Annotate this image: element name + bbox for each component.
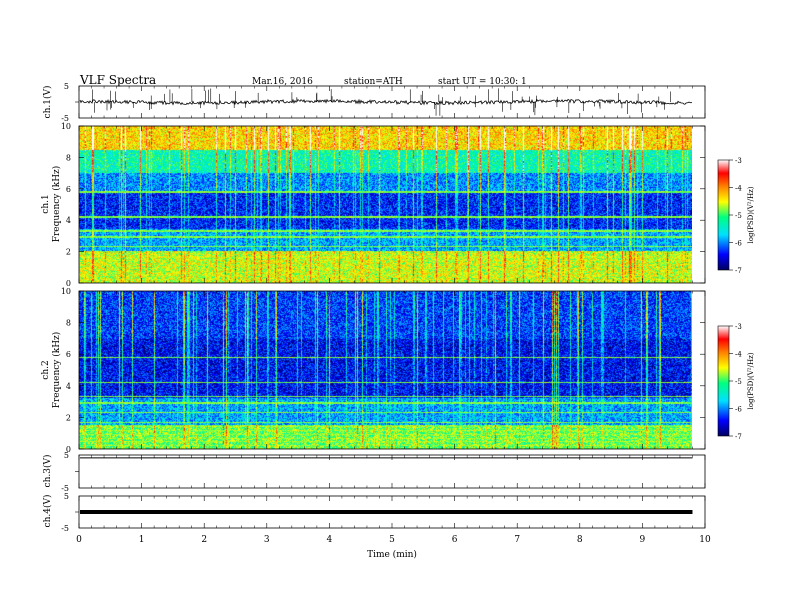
colorbar-tick-label: -5 xyxy=(735,378,742,386)
colorbar-tick-label: -7 xyxy=(735,267,742,275)
colorbar-ch1: log(PSD)(V²/Hz) -3 -4 -5 -6 -7 xyxy=(717,157,755,275)
colorbar-ch2-gradient xyxy=(717,325,730,437)
ch2-channel-label: ch.2 xyxy=(41,360,51,379)
colorbar-tick-label: -4 xyxy=(735,351,742,359)
ch2-frequency-axis-label: Frequency (kHz) xyxy=(51,332,62,409)
colorbar-ch1-gradient xyxy=(717,159,730,271)
station-label: station=ATH xyxy=(344,77,403,87)
ch4v-y-tick-label: -5 xyxy=(61,524,69,533)
x-tick-label: 6 xyxy=(452,535,458,545)
ch1-y-tick-label: 0 xyxy=(66,279,71,288)
colorbar-tick-label: -6 xyxy=(735,240,742,248)
ch1-y-tick-label: 4 xyxy=(66,216,71,225)
date-label: Mar.16, 2016 xyxy=(252,77,313,87)
ch1v-trace xyxy=(79,98,693,106)
ch3v-y-tick-label: 5 xyxy=(64,451,69,460)
x-tick-label: 9 xyxy=(640,535,646,545)
ch1-y-tick-label: 6 xyxy=(66,185,71,194)
start-time-label: start UT = 10:30: 1 xyxy=(438,77,527,87)
ch3v-y-tick-label: -5 xyxy=(61,484,69,493)
colorbar-tick-label: -3 xyxy=(735,157,742,165)
ch4-voltage-axis-label: ch.4(V) xyxy=(42,495,53,528)
ch1-y-tick-label: 10 xyxy=(61,122,71,131)
ch2-y-tick-label: 10 xyxy=(61,287,71,296)
colorbar-tick-label: -6 xyxy=(735,406,742,414)
x-tick-label: 5 xyxy=(389,535,395,545)
ch2-spectrogram xyxy=(79,291,692,449)
ch2-y-tick-label: 0 xyxy=(66,445,71,454)
x-tick-label: 0 xyxy=(76,535,82,545)
colorbar-tick-label: -3 xyxy=(735,323,742,331)
ch2-y-tick-label: 2 xyxy=(66,413,71,422)
ch1v-y-tick-label: -5 xyxy=(61,114,69,123)
chart-title: VLF Spectra xyxy=(79,73,156,87)
x-tick-label: 8 xyxy=(577,535,583,545)
ch2-y-tick-label: 6 xyxy=(66,350,71,359)
ch2-y-tick-label: 8 xyxy=(66,319,71,328)
ch1-y-tick-label: 2 xyxy=(66,248,71,257)
ch1-voltage-axis-label: ch.1(V) xyxy=(42,86,53,119)
colorbar-ch2-label: log(PSD)(V²/Hz) xyxy=(747,352,755,409)
colorbar-ch2: log(PSD)(V²/Hz) -3 -4 -5 -6 -7 xyxy=(717,323,755,441)
ch1-frequency-axis-label: Frequency (kHz) xyxy=(51,166,62,243)
ch3-voltage-axis-label: ch.3(V) xyxy=(42,455,53,488)
x-tick-label: 2 xyxy=(201,535,207,545)
ch1v-y-tick-label: 5 xyxy=(64,82,69,91)
x-tick-label: 4 xyxy=(327,535,333,545)
ch1-y-tick-label: 8 xyxy=(66,153,71,162)
x-tick-label: 1 xyxy=(139,535,145,545)
colorbar-tick-label: -4 xyxy=(735,185,742,193)
ch4v-y-tick-label: 5 xyxy=(64,492,69,501)
colorbar-tick-label: -5 xyxy=(735,212,742,220)
colorbar-ch1-label: log(PSD)(V²/Hz) xyxy=(747,186,755,243)
ch2-y-tick-label: 4 xyxy=(66,382,71,391)
x-tick-label: 7 xyxy=(514,535,520,545)
ch1-spectrogram xyxy=(79,126,692,283)
x-axis-label: Time (min) xyxy=(367,549,417,560)
spectrogram-images xyxy=(79,126,692,449)
colorbar-tick-label: -7 xyxy=(735,433,742,441)
waveform-traces xyxy=(79,88,693,514)
x-tick-label: 3 xyxy=(264,535,270,545)
x-tick-label: 10 xyxy=(699,535,711,545)
ch1-channel-label: ch.1 xyxy=(41,194,51,213)
